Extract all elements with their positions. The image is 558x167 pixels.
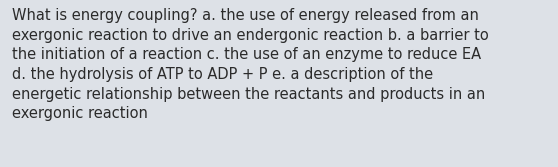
Text: What is energy coupling? a. the use of energy released from an
exergonic reactio: What is energy coupling? a. the use of e… — [12, 8, 489, 121]
